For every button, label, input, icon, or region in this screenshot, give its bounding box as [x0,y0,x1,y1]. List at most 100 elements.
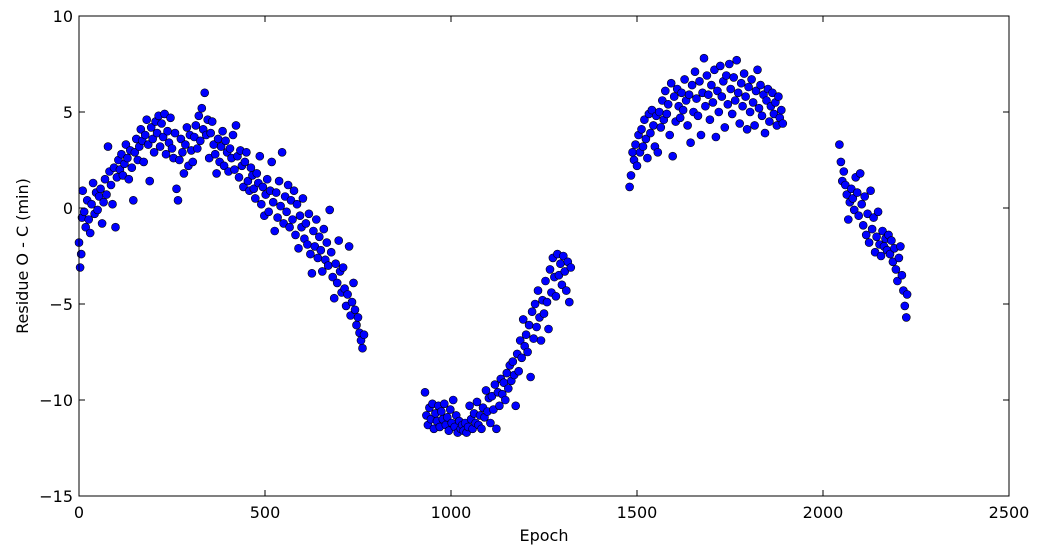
data-point [654,107,664,117]
data-point [687,80,697,90]
data-point [523,347,532,357]
data-point [492,424,501,434]
data-point [298,194,308,203]
data-point [564,297,574,307]
data-point [328,272,338,282]
data-point [79,207,89,217]
data-point [436,407,446,416]
data-point [702,71,712,80]
data-point [521,330,531,340]
data-point [692,94,701,103]
data-point [864,238,874,247]
data-point [106,180,116,190]
data-point [319,224,329,234]
data-point [625,182,634,192]
y-axis-label: Residue O - C (min) [13,178,32,334]
data-point [742,125,752,134]
data-point [776,105,786,115]
data-point [228,130,238,140]
data-point [665,130,675,140]
data-point [662,109,672,119]
x-tick-label: 500 [250,503,281,522]
data-point [78,186,87,195]
data-point [632,161,642,171]
data-point [288,215,297,224]
data-point [720,123,730,132]
data-point [219,161,229,171]
data-point [714,107,724,117]
data-point [172,184,181,194]
data-point [860,192,870,201]
data-point [81,222,90,232]
data-point [637,125,646,134]
data-point [855,169,865,178]
data-point [273,213,282,222]
data-point [762,96,771,105]
data-point [707,80,716,90]
data-point [533,286,543,295]
data-point [640,115,649,124]
y-axis: −15 −10 −5 0 5 10 [39,7,1009,506]
data-point [893,276,902,286]
data-point [741,92,750,101]
data-point [152,128,162,138]
y-tick-label: −15 [39,487,73,506]
data-point [646,128,655,138]
data-point [843,215,853,224]
data-point [99,197,108,207]
data-point [756,80,765,90]
data-point [158,132,168,142]
data-point [317,267,327,276]
data-point [314,232,324,242]
data-point [439,399,449,409]
data-point [638,142,648,151]
data-point [344,242,354,251]
data-point [495,401,504,411]
data-point [291,230,300,240]
data-point [231,121,241,130]
data-point [849,205,859,215]
data-point [757,111,767,121]
data-point [532,322,541,332]
data-point [551,291,561,301]
data-point [179,169,189,178]
data-point [690,67,700,76]
data-point [529,334,538,343]
data-point [111,222,120,232]
data-point [358,343,367,353]
x-axis: 0 500 1000 1500 2000 2500 [74,16,1029,522]
data-point [242,148,251,157]
data-point [197,103,207,113]
data-point [511,401,521,411]
data-point [668,151,678,161]
x-tick-label: 2500 [989,503,1030,522]
data-point [711,132,721,142]
data-point [517,353,527,363]
data-point [897,270,907,280]
data-point [677,88,686,98]
data-point [142,115,151,124]
data-point [311,215,321,224]
data-point [87,199,96,209]
data-point [869,213,878,222]
data-point [769,109,779,119]
data-point [663,100,673,109]
data-point [527,307,537,317]
data-point [316,245,326,255]
data-point [490,380,500,389]
data-point [163,126,172,136]
data-points [74,53,912,437]
data-point [117,149,126,159]
data-point [561,286,571,295]
data-point [539,309,549,318]
data-point [283,180,293,190]
data-point [75,263,85,272]
data-point [744,82,753,92]
data-point [234,173,244,182]
data-point [123,153,132,163]
data-point [560,267,570,276]
data-point [322,238,332,247]
data-point [878,226,887,236]
data-point [556,259,565,269]
data-point [872,232,881,242]
